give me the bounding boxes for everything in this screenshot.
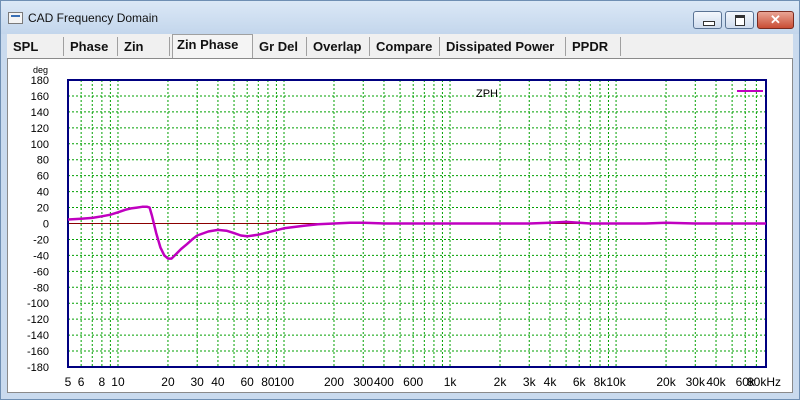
y-tick-label: 140 bbox=[31, 107, 49, 119]
y-axis-label: deg bbox=[33, 65, 48, 75]
x-tick-label: 1k bbox=[444, 375, 458, 389]
y-tick-label: 80 bbox=[37, 155, 49, 167]
tab-ppdr[interactable]: PPDR bbox=[568, 37, 621, 56]
maximize-icon bbox=[735, 15, 745, 26]
y-tick-label: -100 bbox=[27, 298, 49, 310]
tab-overlap[interactable]: Overlap bbox=[309, 37, 370, 56]
y-tick-label: 0 bbox=[43, 219, 49, 231]
title-bar[interactable]: CAD Frequency Domain ✕ bbox=[1, 1, 799, 34]
tab-zin-phase[interactable]: Zin Phase bbox=[172, 34, 253, 58]
series-line-zph bbox=[67, 205, 766, 260]
tab-spl[interactable]: SPL bbox=[9, 37, 64, 56]
y-tick-label: 40 bbox=[37, 187, 49, 199]
tab-phase[interactable]: Phase bbox=[66, 37, 118, 56]
x-tick-label: 6k bbox=[573, 375, 587, 389]
x-tick-label: 10k bbox=[606, 375, 626, 389]
x-tick-label: 200 bbox=[324, 375, 344, 389]
y-tick-label: -80 bbox=[33, 282, 49, 294]
x-tick-label: 80kHz bbox=[747, 375, 781, 389]
x-tick-label: 100 bbox=[274, 375, 294, 389]
x-tick-label: 8 bbox=[99, 375, 106, 389]
close-button[interactable]: ✕ bbox=[757, 11, 794, 29]
x-tick-label: 60 bbox=[240, 375, 254, 389]
x-tick-label: 5 bbox=[65, 375, 72, 389]
y-tick-label: 60 bbox=[37, 171, 49, 183]
x-tick-label: 60k bbox=[736, 375, 756, 389]
y-tick-label: 20 bbox=[37, 203, 49, 215]
y-tick-label: 120 bbox=[31, 123, 49, 135]
close-icon: ✕ bbox=[770, 12, 781, 27]
x-tick-label: 20k bbox=[656, 375, 676, 389]
series-annotation: ZPH bbox=[476, 88, 498, 100]
app-icon[interactable] bbox=[8, 12, 23, 24]
x-tick-label: 30k bbox=[686, 375, 706, 389]
y-tick-label: 180 bbox=[31, 75, 49, 87]
tab-zin[interactable]: Zin bbox=[120, 37, 170, 56]
x-tick-label: 300 bbox=[353, 375, 373, 389]
x-tick-label: 3k bbox=[523, 375, 537, 389]
x-tick-label: 8k bbox=[594, 375, 608, 389]
tab-compare[interactable]: Compare bbox=[372, 37, 440, 56]
y-tick-label: -140 bbox=[27, 330, 49, 342]
x-tick-label: 400 bbox=[374, 375, 394, 389]
y-tick-label: 100 bbox=[31, 139, 49, 151]
y-tick-label: -40 bbox=[33, 250, 49, 262]
x-tick-label: 600 bbox=[403, 375, 423, 389]
x-tick-label: 80 bbox=[261, 375, 275, 389]
y-tick-label: -120 bbox=[27, 314, 49, 326]
tab-dissipated-power[interactable]: Dissipated Power bbox=[442, 37, 566, 56]
y-tick-label: -60 bbox=[33, 266, 49, 278]
x-tick-label: 6 bbox=[78, 375, 85, 389]
y-tick-label: -20 bbox=[33, 234, 49, 246]
tab-gr-del[interactable]: Gr Del bbox=[255, 37, 307, 56]
tab-strip: SPL Phase Zin Zin Phase Gr Del Overlap C… bbox=[7, 34, 793, 58]
x-tick-label: 40k bbox=[706, 375, 726, 389]
maximize-button[interactable] bbox=[725, 11, 754, 29]
minimize-icon bbox=[703, 21, 715, 26]
x-tick-label: 40 bbox=[211, 375, 225, 389]
y-tick-label: -160 bbox=[27, 346, 49, 358]
x-tick-label: 2k bbox=[494, 375, 508, 389]
minimize-button[interactable] bbox=[693, 11, 722, 29]
y-tick-label: -180 bbox=[27, 362, 49, 374]
x-tick-label: 30 bbox=[191, 375, 205, 389]
x-tick-label: 10 bbox=[111, 375, 125, 389]
x-tick-label: 20 bbox=[161, 375, 175, 389]
window-title: CAD Frequency Domain bbox=[28, 11, 159, 25]
x-tick-label: 4k bbox=[544, 375, 558, 389]
y-tick-label: 160 bbox=[31, 91, 49, 103]
